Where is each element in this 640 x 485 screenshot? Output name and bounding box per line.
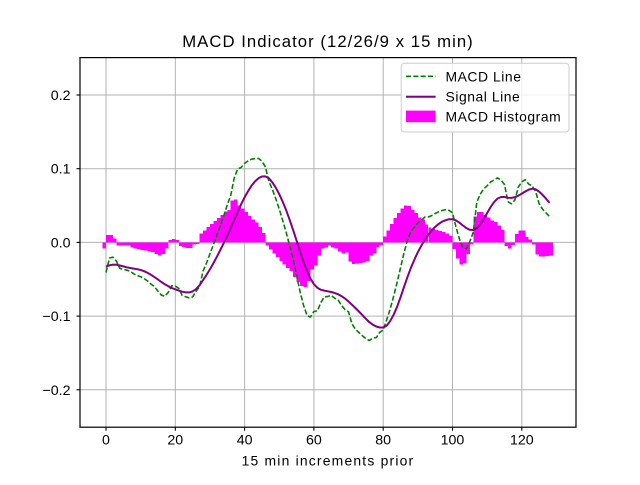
svg-text:0.2: 0.2: [51, 88, 71, 104]
svg-text:Signal Line: Signal Line: [446, 89, 521, 105]
svg-text:MACD Line: MACD Line: [446, 68, 522, 84]
svg-text:0: 0: [102, 433, 110, 449]
svg-text:−0.2: −0.2: [42, 383, 70, 399]
svg-text:60: 60: [306, 433, 322, 449]
svg-text:0.1: 0.1: [51, 162, 71, 178]
svg-text:MACD Histogram: MACD Histogram: [446, 109, 562, 125]
svg-text:0.0: 0.0: [51, 235, 71, 251]
svg-text:80: 80: [375, 433, 391, 449]
svg-text:100: 100: [441, 433, 465, 449]
svg-text:MACD Indicator (12/26/9 x 15 m: MACD Indicator (12/26/9 x 15 min): [182, 32, 474, 51]
svg-text:120: 120: [510, 433, 534, 449]
svg-text:40: 40: [237, 433, 253, 449]
svg-text:15 min increments prior: 15 min increments prior: [242, 453, 415, 469]
svg-text:−0.1: −0.1: [42, 309, 70, 325]
svg-text:20: 20: [167, 433, 183, 449]
